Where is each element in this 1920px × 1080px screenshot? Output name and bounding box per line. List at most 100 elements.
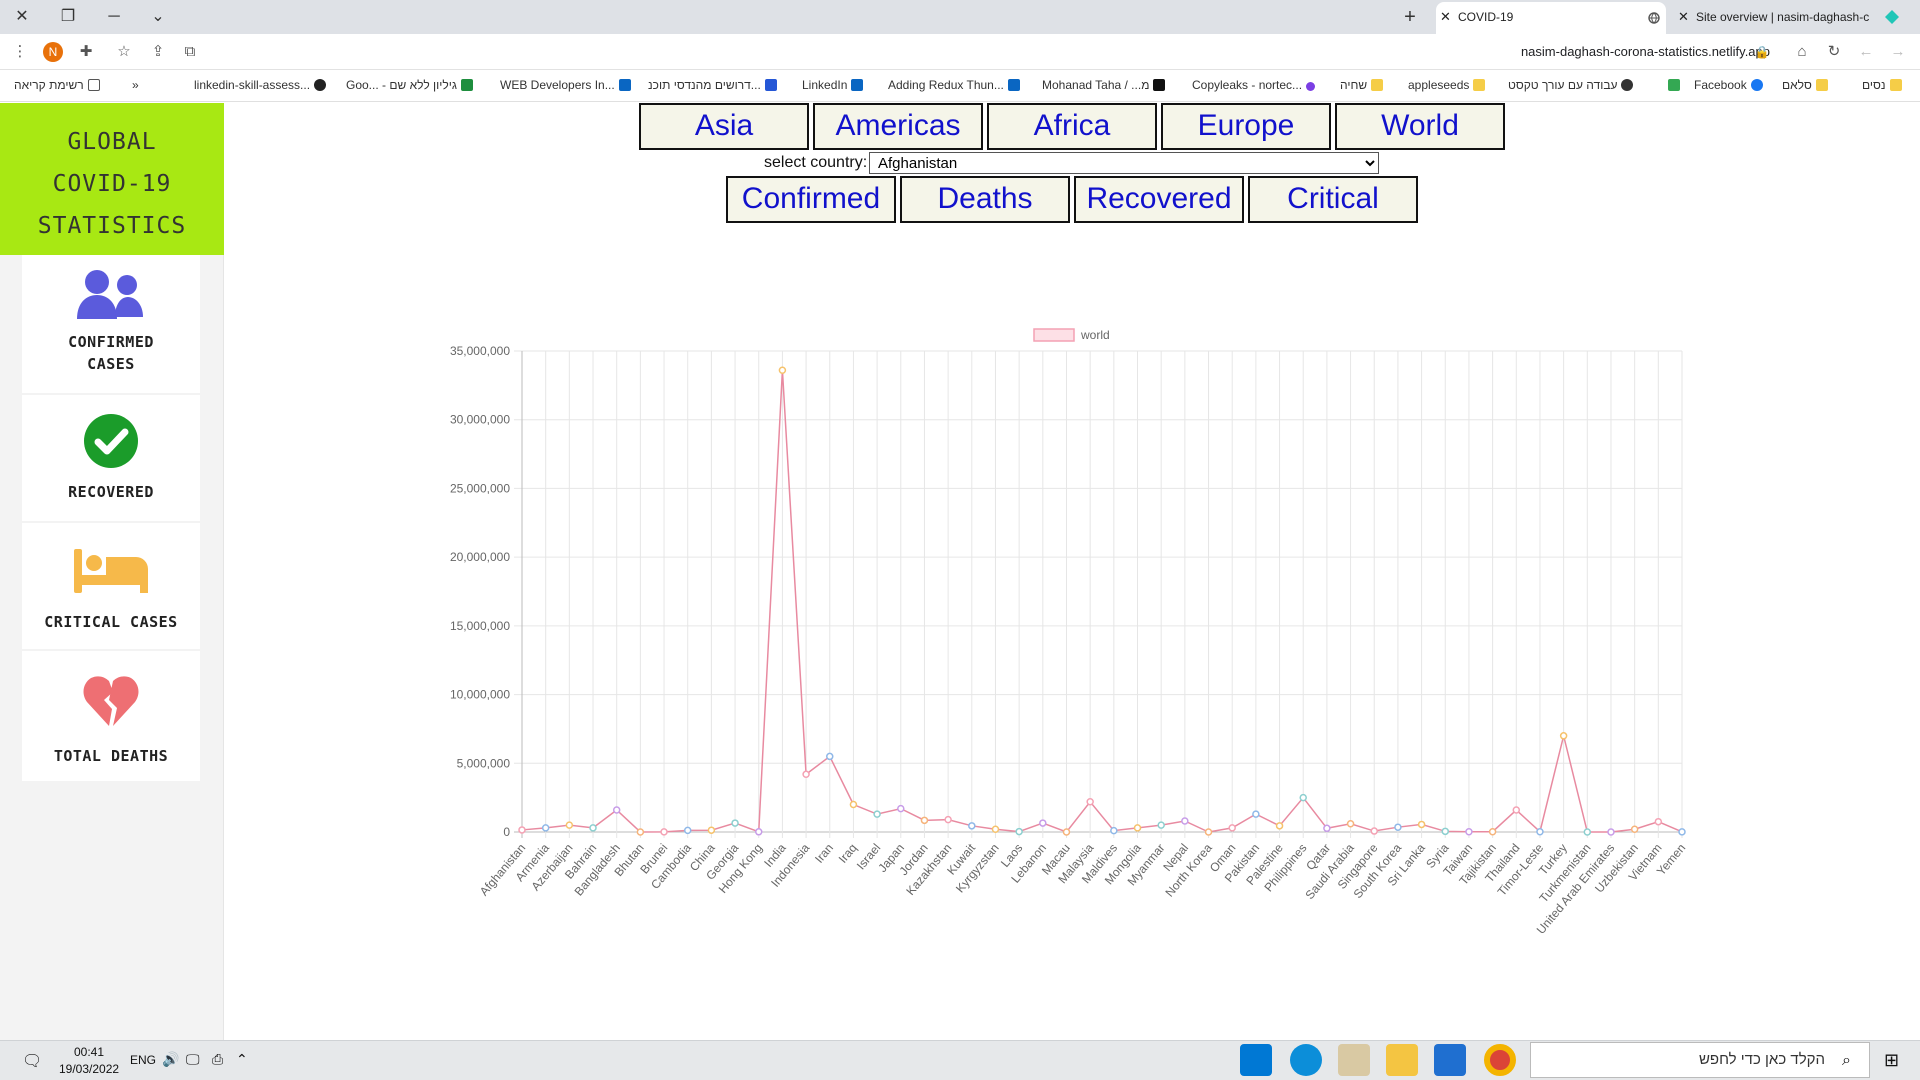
- total-deaths-card[interactable]: TOTAL DEATHS: [22, 651, 200, 781]
- data-point[interactable]: [778, 366, 787, 374]
- data-point[interactable]: [1157, 821, 1165, 829]
- data-point[interactable]: [1512, 806, 1521, 814]
- data-point[interactable]: [707, 826, 716, 834]
- data-point[interactable]: [683, 826, 692, 835]
- data-point[interactable]: [1086, 798, 1094, 806]
- data-point[interactable]: [1630, 825, 1639, 834]
- paint-icon[interactable]: [1338, 1044, 1370, 1076]
- tab-search-icon[interactable]: ⌄: [151, 8, 165, 25]
- data-point[interactable]: [636, 828, 645, 836]
- bookmark-folder[interactable]: נסים: [1862, 78, 1902, 92]
- bookmark-item[interactable]: Copyleaks - nortec...: [1192, 78, 1316, 92]
- profile-avatar[interactable]: N: [43, 42, 63, 62]
- data-point[interactable]: [1204, 828, 1213, 836]
- bookmark-folder[interactable]: סלאם: [1782, 78, 1828, 92]
- data-point[interactable]: [1417, 820, 1426, 829]
- bookmark-item[interactable]: linkedin-skill-assess...: [194, 78, 327, 92]
- stat-deaths-button[interactable]: Deaths: [900, 176, 1070, 223]
- close-tab-icon[interactable]: ✕: [1678, 9, 1689, 24]
- mail-icon[interactable]: [1434, 1044, 1466, 1076]
- address-bar-url[interactable]: nasim-daghash-corona-statistics.netlify.…: [1520, 44, 1770, 59]
- minimize-window-icon[interactable]: ─: [108, 8, 120, 25]
- data-point[interactable]: [660, 828, 668, 836]
- region-world-button[interactable]: World: [1335, 103, 1505, 150]
- data-point[interactable]: [1275, 822, 1284, 830]
- data-point[interactable]: [1181, 817, 1189, 825]
- data-point[interactable]: [1559, 732, 1568, 740]
- region-asia-button[interactable]: Asia: [639, 103, 809, 150]
- share-icon[interactable]: ⇪: [151, 43, 165, 60]
- menu-dots-icon[interactable]: ⋮: [12, 43, 28, 60]
- vscode-icon[interactable]: [1240, 1044, 1272, 1076]
- bookmark-item[interactable]: דרושים מהנדסי תוכנ...: [648, 78, 777, 92]
- data-point[interactable]: [849, 800, 858, 809]
- edge-icon[interactable]: [1290, 1044, 1322, 1076]
- region-europe-button[interactable]: Europe: [1161, 103, 1331, 150]
- data-point[interactable]: [731, 819, 739, 827]
- data-point[interactable]: [1133, 824, 1142, 832]
- data-point[interactable]: [1252, 810, 1260, 818]
- data-point[interactable]: [1488, 827, 1497, 836]
- device-icon[interactable]: ⎙: [212, 1051, 224, 1067]
- data-point[interactable]: [754, 828, 763, 836]
- critical-cases-card[interactable]: CRITICAL CASES: [22, 523, 200, 649]
- data-point[interactable]: [1015, 827, 1023, 836]
- chevron-up-icon[interactable]: ⌃: [236, 1051, 248, 1067]
- stat-confirmed-button[interactable]: Confirmed: [726, 176, 896, 223]
- data-point[interactable]: [826, 752, 834, 761]
- reading-list[interactable]: רשימת קריאה: [14, 78, 100, 92]
- clock-date[interactable]: 19/03/2022: [59, 1062, 120, 1076]
- data-point[interactable]: [991, 825, 1000, 834]
- new-tab-button[interactable]: +: [1404, 6, 1416, 28]
- bookmark-folder[interactable]: שחיה: [1340, 78, 1384, 92]
- install-app-icon[interactable]: ⧉: [184, 43, 196, 60]
- data-point[interactable]: [1678, 828, 1686, 836]
- data-point[interactable]: [589, 824, 597, 832]
- data-point[interactable]: [1228, 824, 1236, 832]
- bookmarks-overflow[interactable]: »: [132, 78, 139, 92]
- data-point[interactable]: [897, 804, 905, 813]
- extensions-icon[interactable]: ✚: [79, 43, 93, 60]
- back-icon[interactable]: ←: [1858, 43, 1874, 60]
- stat-critical-button[interactable]: Critical: [1248, 176, 1418, 223]
- country-select[interactable]: Afghanistan: [869, 152, 1379, 174]
- data-point[interactable]: [873, 810, 881, 818]
- data-point[interactable]: [1346, 820, 1355, 828]
- chrome-icon[interactable]: [1484, 1044, 1516, 1076]
- taskbar-search-input[interactable]: הקלד כאן כדי לחפש: [1530, 1042, 1870, 1078]
- lock-icon[interactable]: 🔒: [1754, 45, 1770, 59]
- data-point[interactable]: [1465, 827, 1473, 836]
- volume-icon[interactable]: 🔊: [162, 1051, 180, 1067]
- notifications-icon[interactable]: 🗨: [22, 1053, 43, 1070]
- data-point[interactable]: [944, 815, 952, 824]
- data-point[interactable]: [1039, 819, 1047, 827]
- forward-icon[interactable]: →: [1890, 43, 1906, 60]
- data-point[interactable]: [1370, 827, 1378, 835]
- bookmark-item[interactable]: WEB Developers In...: [500, 78, 631, 92]
- bookmark-item[interactable]: עבודה עם עורך טקסט: [1508, 78, 1634, 92]
- data-point[interactable]: [541, 824, 550, 832]
- network-icon[interactable]: 🖵: [186, 1051, 200, 1067]
- bookmark-item[interactable]: Facebook: [1694, 78, 1763, 92]
- data-point[interactable]: [802, 770, 810, 779]
- data-point[interactable]: [920, 816, 929, 825]
- file-explorer-icon[interactable]: [1386, 1044, 1418, 1076]
- data-point[interactable]: [1654, 817, 1663, 826]
- restore-window-icon[interactable]: ❐: [60, 8, 76, 25]
- bookmark-item[interactable]: Goo... - גיליון ללא שם: [346, 78, 473, 92]
- bookmark-item[interactable]: LinkedIn: [802, 78, 864, 92]
- data-point[interactable]: [612, 806, 621, 814]
- data-point[interactable]: [1323, 824, 1331, 833]
- data-point[interactable]: [1607, 828, 1615, 836]
- region-africa-button[interactable]: Africa: [987, 103, 1157, 150]
- close-window-icon[interactable]: ✕: [15, 8, 29, 25]
- reload-icon[interactable]: ↻: [1827, 43, 1841, 60]
- data-point[interactable]: [565, 821, 574, 829]
- data-point[interactable]: [1441, 827, 1450, 836]
- clock-time[interactable]: 00:41: [74, 1045, 105, 1059]
- stat-recovered-button[interactable]: Recovered: [1074, 176, 1244, 223]
- data-point[interactable]: [1583, 828, 1592, 836]
- data-point[interactable]: [1536, 827, 1544, 836]
- language-indicator[interactable]: ENG: [130, 1053, 157, 1067]
- home-icon[interactable]: ⌂: [1797, 43, 1807, 60]
